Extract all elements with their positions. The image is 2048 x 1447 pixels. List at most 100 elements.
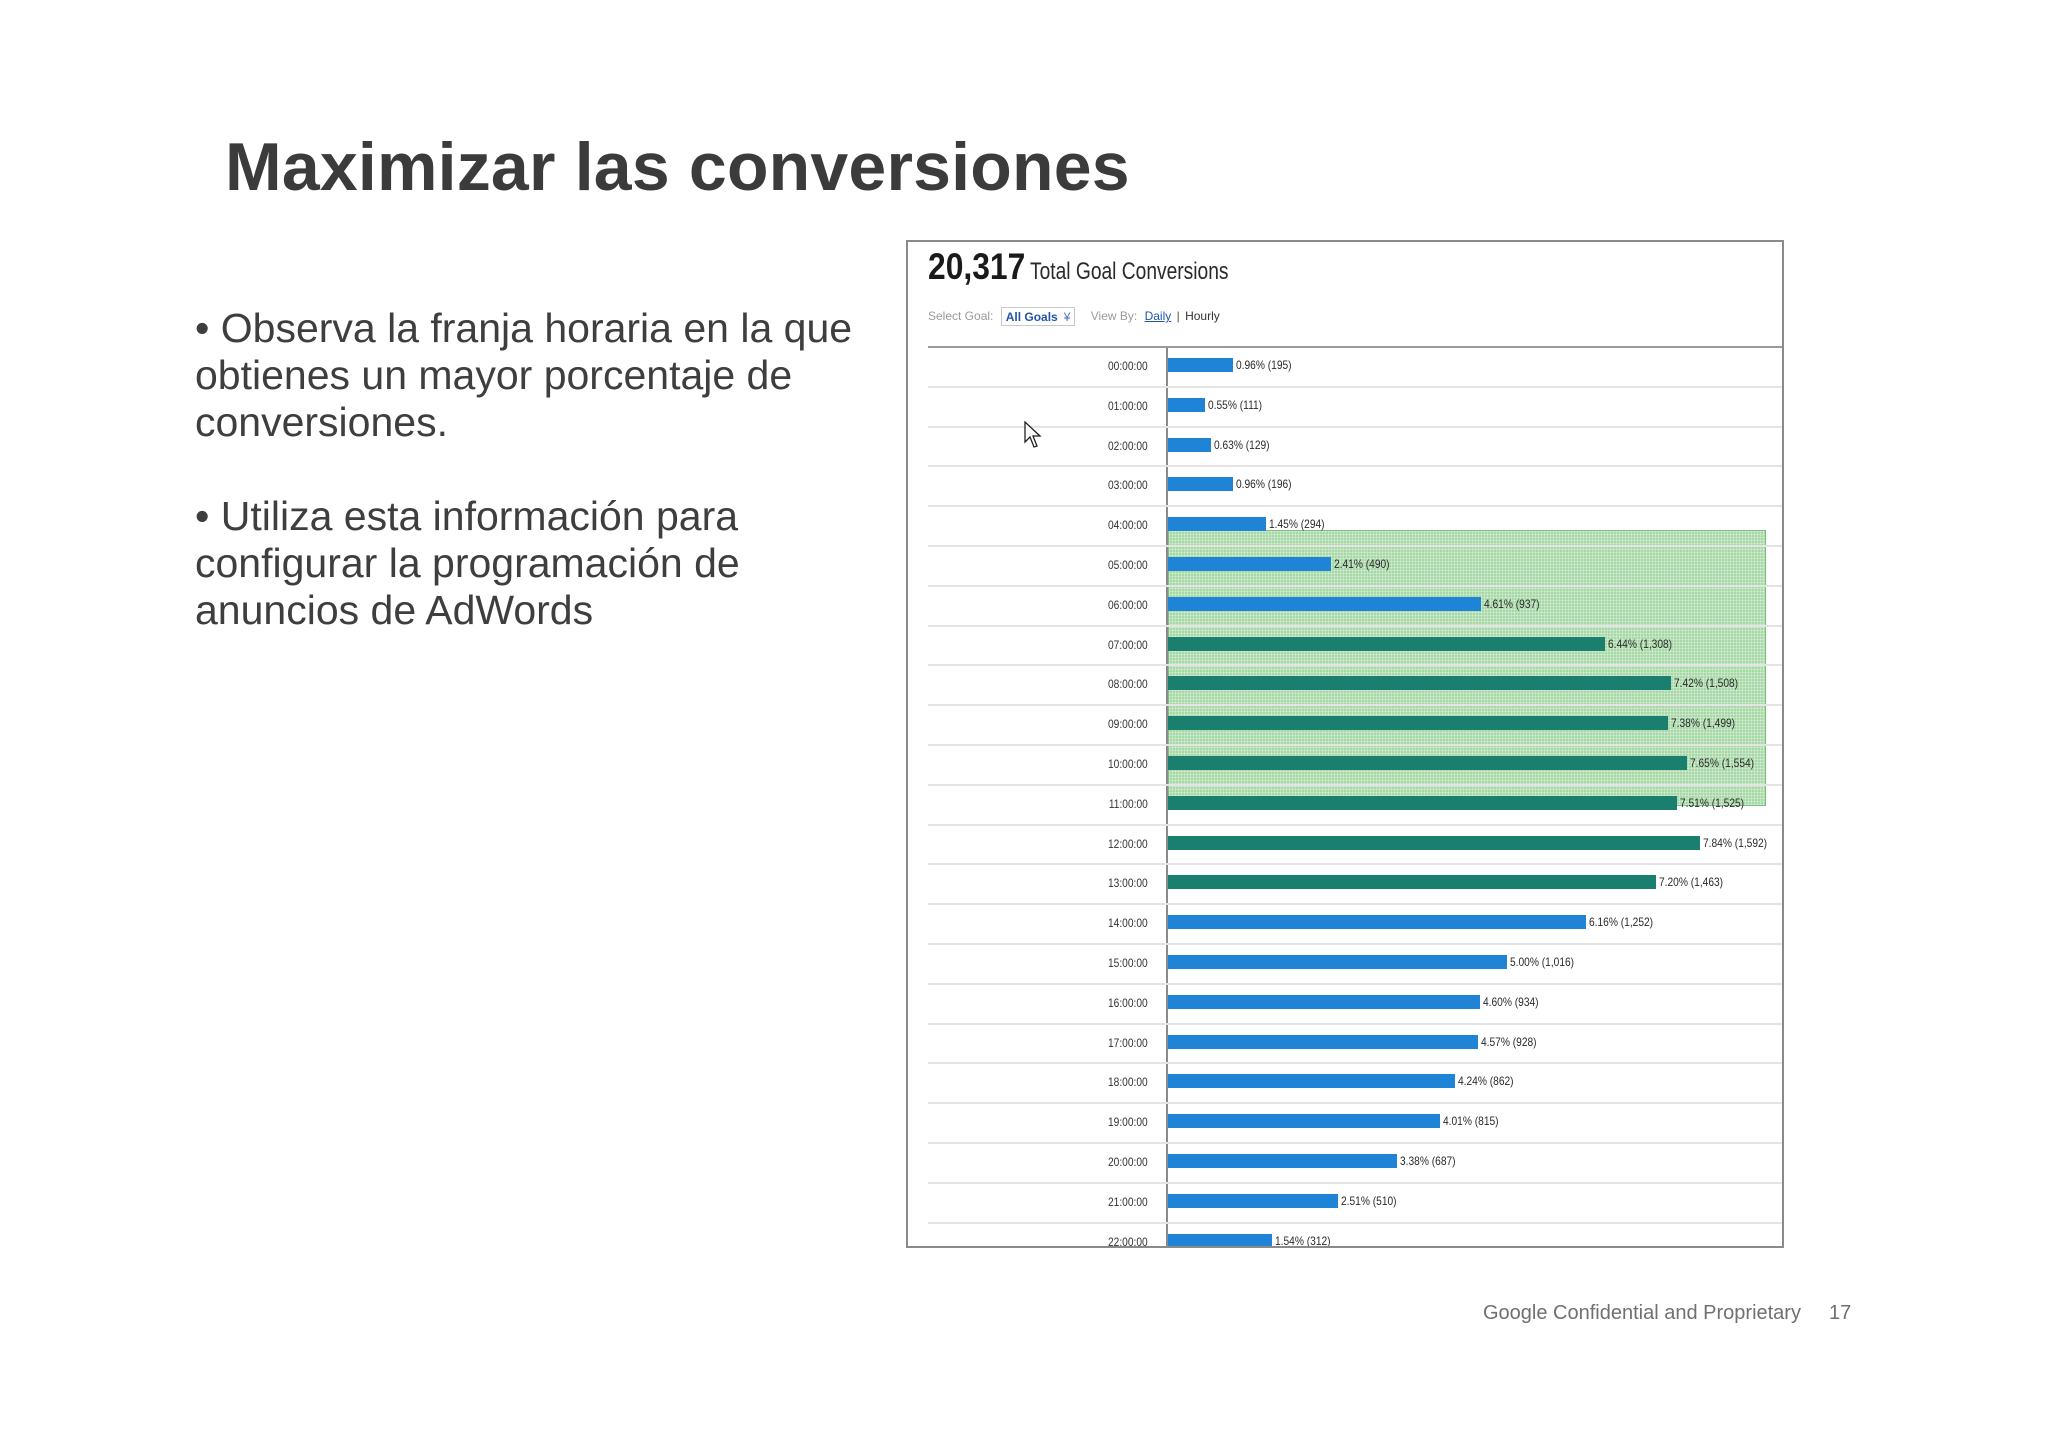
chart-row: 06:00:00 4.61% (937) (928, 587, 1782, 627)
time-label: 02:00:00 (1108, 438, 1148, 453)
time-label: 10:00:00 (1108, 757, 1148, 771)
chart-row: 04:00:00 1.45% (294) (928, 507, 1782, 547)
time-label: 14:00:00 (1108, 916, 1148, 931)
bar-value-label: 7.65% (1,554) (1689, 756, 1754, 770)
time-label: 03:00:00 (1108, 478, 1148, 493)
bar (1168, 994, 1480, 1009)
time-label: 05:00:00 (1108, 558, 1148, 572)
row-gridline (928, 425, 1782, 428)
bar-value-label: 4.57% (928) (1480, 1034, 1537, 1049)
bar (1168, 1193, 1339, 1208)
bar-value-label: 2.51% (510) (1341, 1193, 1397, 1208)
bar (1168, 795, 1678, 810)
time-label: 00:00:00 (1108, 359, 1148, 373)
bar-value-label: 4.60% (934) (1482, 994, 1539, 1009)
bar-value-label: 1.45% (294) (1269, 517, 1325, 532)
chart-row: 07:00:00 6.44% (1,308) (928, 627, 1782, 667)
bar-value-label: 4.01% (815) (1442, 1114, 1499, 1129)
time-label: 04:00:00 (1108, 518, 1148, 533)
row-gridline (928, 385, 1782, 388)
bullet-item: • Observa la franja horaria en la que ob… (195, 305, 853, 445)
goal-select[interactable]: All Goals ¥ (1000, 307, 1076, 326)
select-goal-label: Select Goal: (928, 309, 994, 324)
chart-row: 22:00:00 1.54% (312) (928, 1224, 1782, 1248)
time-label: 12:00:00 (1108, 836, 1148, 851)
bar (1168, 716, 1669, 731)
time-label: 01:00:00 (1108, 398, 1148, 413)
bar-value-label: 4.24% (862) (1458, 1074, 1515, 1089)
chart-row: 14:00:00 6.16% (1,252) (928, 905, 1782, 945)
bar (1168, 557, 1332, 571)
time-label: 11:00:00 (1109, 796, 1148, 811)
total-conversions-value: 20,317 (928, 246, 1026, 287)
bar-value-label: 7.20% (1,463) (1659, 875, 1724, 890)
time-label: 16:00:00 (1108, 995, 1148, 1010)
row-gridline (928, 704, 1782, 707)
chart-row: 02:00:00 0.63% (129) (928, 428, 1782, 468)
row-gridline (928, 1102, 1782, 1105)
time-label: 19:00:00 (1108, 1115, 1148, 1130)
row-gridline (928, 823, 1782, 826)
bar-value-label: 1.54% (312) (1275, 1233, 1331, 1248)
row-gridline (928, 544, 1782, 547)
row-gridline (928, 505, 1782, 508)
time-label: 18:00:00 (1108, 1075, 1148, 1090)
view-hourly-option[interactable]: Hourly (1185, 309, 1220, 324)
row-gridline (928, 1221, 1782, 1224)
bar (1168, 1034, 1478, 1049)
bar (1168, 1154, 1398, 1168)
bar-value-label: 6.16% (1,252) (1588, 915, 1653, 930)
view-controls: Select Goal: All Goals ¥ View By: Daily |… (928, 307, 1220, 326)
row-gridline (928, 1141, 1782, 1144)
bar-value-label: 4.61% (937) (1483, 596, 1540, 611)
row-gridline (928, 1181, 1782, 1184)
row-gridline (928, 863, 1782, 866)
bar (1168, 756, 1687, 770)
chart-row: 21:00:00 2.51% (510) (928, 1184, 1782, 1224)
view-separator: | (1176, 309, 1180, 324)
bar (1168, 397, 1206, 412)
chart-row: 00:00:00 0.96% (195) (928, 348, 1782, 388)
row-gridline (928, 942, 1782, 945)
bar (1168, 835, 1700, 850)
bar (1168, 915, 1586, 930)
bar (1168, 955, 1508, 969)
bullet-item: • Utiliza esta información para configur… (195, 493, 740, 633)
view-by-label: View By: (1090, 309, 1138, 324)
chart-row: 13:00:00 7.20% (1,463) (928, 865, 1782, 906)
bar (1168, 1114, 1440, 1129)
row-gridline (928, 743, 1782, 746)
chart-row: 01:00:00 0.55% (111) (928, 388, 1782, 428)
time-label: 22:00:00 (1108, 1234, 1148, 1248)
bullet-list: • Observa la franja horaria en la que ob… (195, 305, 895, 681)
time-label: 08:00:00 (1108, 677, 1148, 692)
header-divider (928, 346, 1782, 348)
page-number: 17 (1829, 1302, 1852, 1324)
mouse-pointer-icon (1024, 421, 1042, 448)
bar-value-label: 6.44% (1,308) (1607, 636, 1672, 651)
chart-row: 15:00:00 5.00% (1,016) (928, 945, 1782, 985)
bar (1168, 437, 1211, 452)
goal-select-value: All Goals (1005, 309, 1058, 324)
bar-value-label: 0.63% (129) (1213, 437, 1270, 452)
chart-row: 10:00:00 7.65% (1,554) (928, 746, 1782, 786)
slide-title: Maximizar las conversiones (225, 129, 1130, 205)
bar (1168, 517, 1267, 532)
view-daily-link[interactable]: Daily (1144, 309, 1172, 324)
bar (1168, 596, 1481, 611)
time-label: 06:00:00 (1108, 597, 1148, 612)
time-label: 17:00:00 (1108, 1035, 1148, 1050)
chart-row: 17:00:00 4.57% (928) (928, 1025, 1782, 1065)
bar-value-label: 7.51% (1,525) (1680, 795, 1745, 810)
time-label: 07:00:00 (1108, 637, 1148, 652)
time-label: 09:00:00 (1108, 717, 1148, 732)
chart-row: 03:00:00 0.96% (196) (928, 467, 1782, 508)
bar (1168, 676, 1672, 691)
time-label: 20:00:00 (1108, 1155, 1148, 1169)
bar (1168, 1074, 1456, 1089)
chart-row: 08:00:00 7.42% (1,508) (928, 666, 1782, 707)
bar (1168, 875, 1657, 890)
row-gridline (928, 783, 1782, 786)
row-gridline (928, 584, 1782, 587)
total-conversions-label: Total Goal Conversions (1030, 258, 1229, 285)
